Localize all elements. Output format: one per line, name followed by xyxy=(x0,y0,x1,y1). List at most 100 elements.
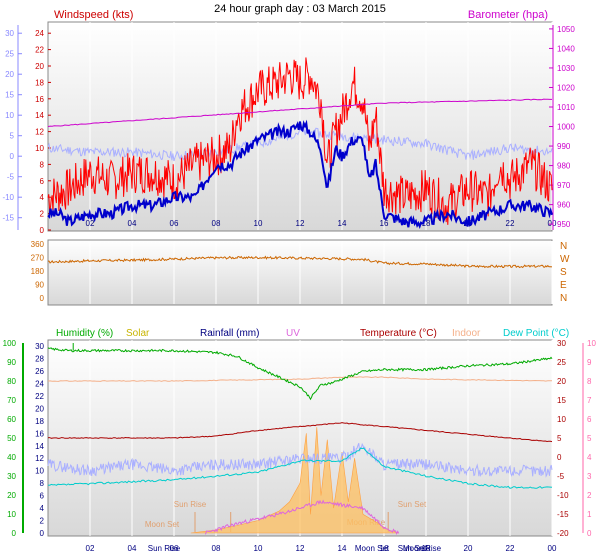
wind-x-tick: 12 xyxy=(296,219,305,228)
lower-x-tick: 22 xyxy=(506,544,515,553)
humidity-tick: 80 xyxy=(7,377,16,386)
windspeed-tick: 24 xyxy=(35,29,44,38)
lower-x-tick: 02 xyxy=(86,544,95,553)
barometer-tick: 1030 xyxy=(557,64,575,73)
legend-label: Indoor xyxy=(452,328,481,339)
outer-temp-tick: 30 xyxy=(5,29,14,38)
direction-tick: 360 xyxy=(31,240,45,249)
windspeed-axis-title: Windspeed (kts) xyxy=(54,9,133,21)
legend-label: UV xyxy=(286,328,300,339)
indoor-series-line xyxy=(47,376,552,382)
direction-tick: 90 xyxy=(35,281,44,290)
temperature-tick: 15 xyxy=(557,396,566,405)
chart-title: 24 hour graph day : 03 March 2015 xyxy=(214,3,386,15)
temperature-tick: 25 xyxy=(557,358,566,367)
windspeed-tick: 0 xyxy=(40,226,45,235)
dewpoint-tick: 7 xyxy=(587,396,592,405)
rainfall-tick: 18 xyxy=(35,417,44,426)
compass-label: S xyxy=(560,267,567,278)
lower-x-tick: 16 xyxy=(380,544,389,553)
legend-label: Rainfall (mm) xyxy=(200,328,259,339)
dewpoint-tick: 8 xyxy=(587,377,592,386)
compass-label: N xyxy=(560,293,567,304)
moon-sun-label: Sun Rise xyxy=(174,500,207,509)
rainfall-tick: 26 xyxy=(35,367,44,376)
windspeed-tick: 22 xyxy=(35,46,44,55)
legend-label: Dew Point (°C) xyxy=(503,328,569,339)
rainfall-tick: 30 xyxy=(35,342,44,351)
rainfall-tick: 12 xyxy=(35,454,44,463)
uv-series-line xyxy=(205,499,400,535)
humidity-tick: 20 xyxy=(7,491,16,500)
windspeed-tick: 12 xyxy=(35,128,44,137)
lower-x-tick: 12 xyxy=(296,544,305,553)
windspeed-tick: 10 xyxy=(35,144,44,153)
lower-x-tick: 10 xyxy=(254,544,263,553)
windspeed-tick: 2 xyxy=(40,210,45,219)
dewpoint-tick: 9 xyxy=(587,358,592,367)
rainfall-tick: 22 xyxy=(35,392,44,401)
outer-temp-tick: 25 xyxy=(5,50,14,59)
windspeed-tick: 4 xyxy=(40,193,45,202)
outer-temp-tick: 20 xyxy=(5,70,14,79)
humidity-tick: 10 xyxy=(7,510,16,519)
outer-temp-tick: 10 xyxy=(5,111,14,120)
rainfall-tick: 2 xyxy=(40,517,45,526)
dewpoint-series-line xyxy=(47,447,553,489)
lower-x-tick: 08 xyxy=(212,544,221,553)
wind-x-tick: 00 xyxy=(548,219,557,228)
gust-series-line xyxy=(47,57,553,225)
barometer-tick: 990 xyxy=(557,142,571,151)
lower-x-tick: 14 xyxy=(338,544,347,553)
barometer-axis-title: Barometer (hpa) xyxy=(468,9,548,21)
wind-x-tick: 14 xyxy=(338,219,347,228)
windspeed-tick: 18 xyxy=(35,78,44,87)
moon-sun-label: Sun Set xyxy=(398,544,427,553)
temperature-series-line xyxy=(47,422,553,443)
temperature-tick: 20 xyxy=(557,377,566,386)
compass-label: W xyxy=(560,254,570,265)
barometer-tick: 980 xyxy=(557,162,571,171)
rainfall-tick: 10 xyxy=(35,467,44,476)
lower-x-tick: 20 xyxy=(464,544,473,553)
temperature-tick: -20 xyxy=(557,529,569,538)
humidity-tick: 60 xyxy=(7,415,16,424)
humidity-tick: 30 xyxy=(7,472,16,481)
avg-wind-series-line xyxy=(47,119,553,230)
rainfall-tick: 28 xyxy=(35,355,44,364)
windspeed-tick: 14 xyxy=(35,111,44,120)
dewpoint-tick: 5 xyxy=(587,434,592,443)
moon-sun-label: Sun Set xyxy=(398,500,427,509)
rainfall-tick: 4 xyxy=(40,504,45,513)
direction-series-line xyxy=(47,255,553,269)
lower-x-tick: 04 xyxy=(128,544,137,553)
dewpoint-tick: 10 xyxy=(587,339,596,348)
wind-x-tick: 08 xyxy=(212,219,221,228)
humidity-tick: 50 xyxy=(7,434,16,443)
rainfall-tick: 16 xyxy=(35,429,44,438)
barometer-tick: 950 xyxy=(557,220,571,229)
outer-temp-tick: -15 xyxy=(2,214,14,223)
barometer-tick: 970 xyxy=(557,181,571,190)
windspeed-tick: 20 xyxy=(35,62,44,71)
legend-label: Temperature (°C) xyxy=(360,328,437,339)
moon-sun-label: Sun Rise xyxy=(148,544,181,553)
lower-x-tick: 18 xyxy=(422,544,431,553)
humidity-tick: 40 xyxy=(7,453,16,462)
legend-label: Solar xyxy=(126,328,150,339)
wind-x-tick: 10 xyxy=(254,219,263,228)
barometer-series-line xyxy=(47,98,552,128)
temperature-tick: 30 xyxy=(557,339,566,348)
outer-temp-tick: 0 xyxy=(10,152,15,161)
humidity-series-line xyxy=(47,347,553,401)
humidity-tick: 100 xyxy=(3,339,17,348)
windspeed-tick: 8 xyxy=(40,160,45,169)
rainfall-tick: 14 xyxy=(35,442,44,451)
temperature-tick: -5 xyxy=(557,472,565,481)
temperature-tick: 5 xyxy=(557,434,562,443)
direction-tick: 0 xyxy=(40,294,45,303)
temperature-tick: -10 xyxy=(557,491,569,500)
barometer-tick: 960 xyxy=(557,201,571,210)
wind-x-tick: 18 xyxy=(422,219,431,228)
